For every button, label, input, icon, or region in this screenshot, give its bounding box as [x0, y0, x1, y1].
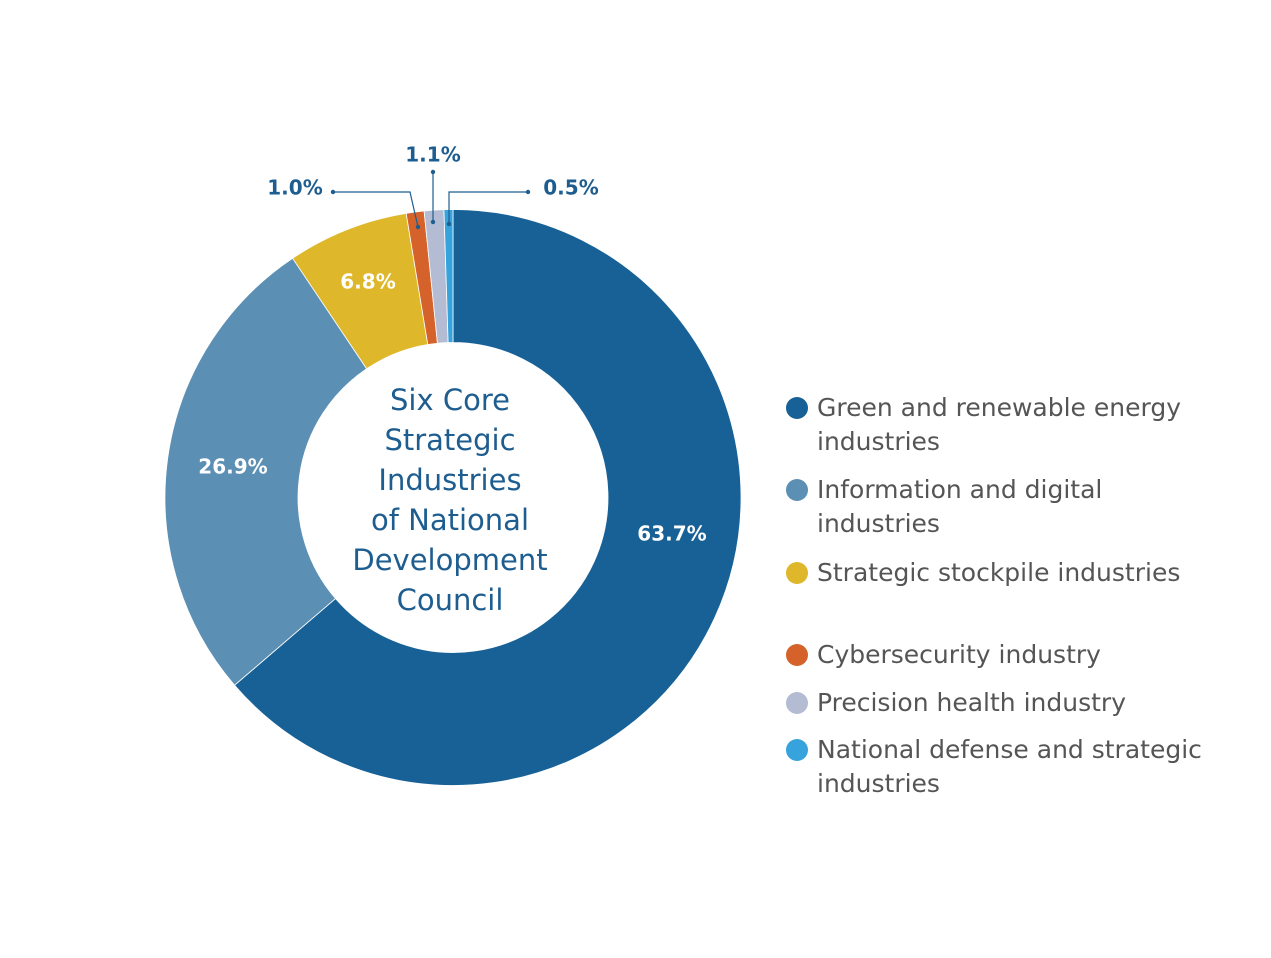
legend-item: Precision health industry: [786, 686, 1206, 720]
legend-item: Strategic stockpile industries: [786, 556, 1206, 590]
legend-swatch: [786, 562, 808, 584]
leader-dot: [415, 224, 421, 230]
legend-label: Strategic stockpile industries: [817, 558, 1181, 587]
data-label: 26.9%: [198, 455, 267, 479]
legend-label: National defense and strategic industrie…: [817, 735, 1202, 798]
data-label: 0.5%: [543, 176, 598, 200]
center-label: Strategic: [384, 423, 515, 457]
center-label: Industries: [378, 463, 521, 497]
legend-item: Green and renewable energy industries: [786, 391, 1206, 459]
center-label: of National: [371, 503, 529, 537]
leader-line: [448, 191, 528, 224]
legend-swatch: [786, 479, 808, 501]
leader-dot: [446, 221, 452, 227]
donut-slice: [164, 257, 368, 686]
leader-dot: [430, 219, 436, 225]
legend-label: Green and renewable energy industries: [817, 393, 1181, 456]
data-label: 1.1%: [405, 143, 460, 167]
legend-swatch: [786, 692, 808, 714]
center-label: Development: [352, 543, 547, 577]
legend-label: Cybersecurity industry: [817, 640, 1101, 669]
leader-dot: [430, 169, 436, 175]
legend-item: Information and digital industries: [786, 473, 1206, 541]
donut-slice: [443, 209, 454, 343]
leader-line: [333, 191, 419, 228]
legend-label: Information and digital industries: [817, 475, 1103, 538]
data-label: 1.0%: [267, 176, 322, 200]
legend-label: Precision health industry: [817, 688, 1126, 717]
center-label: Six Core: [390, 383, 510, 417]
data-label: 6.8%: [340, 270, 395, 294]
center-label: Council: [397, 583, 504, 617]
donut-slice: [234, 209, 742, 786]
legend-item: Cybersecurity industry: [786, 638, 1206, 672]
legend-swatch: [786, 397, 808, 419]
legend-item: National defense and strategic industrie…: [786, 733, 1206, 801]
data-label: 63.7%: [637, 522, 706, 546]
legend-swatch: [786, 644, 808, 666]
leader-dot: [525, 189, 531, 195]
leader-dot: [330, 189, 336, 195]
legend-swatch: [786, 739, 808, 761]
